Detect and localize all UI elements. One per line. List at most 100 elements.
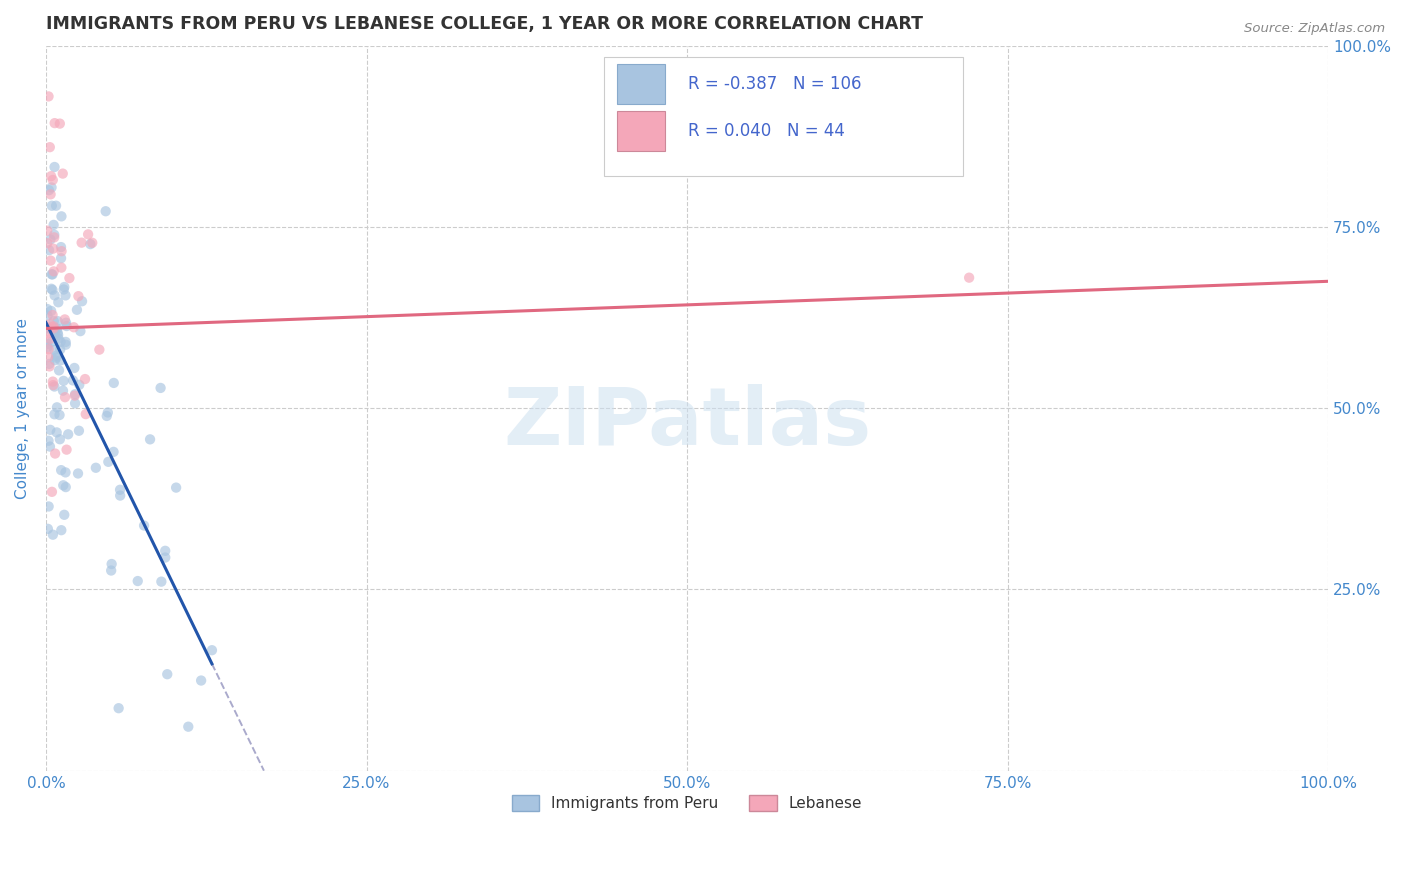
Point bbox=[39, 187, 62, 202]
Point bbox=[49, 463, 72, 477]
Point bbox=[42, 378, 65, 392]
Point bbox=[70, 235, 93, 250]
Point bbox=[55, 442, 77, 457]
Point bbox=[44, 230, 66, 244]
Point bbox=[66, 302, 89, 317]
Point bbox=[55, 337, 77, 351]
Point bbox=[44, 288, 66, 302]
Point bbox=[48, 408, 70, 422]
Point bbox=[107, 701, 129, 715]
Point bbox=[41, 180, 63, 194]
Point bbox=[44, 160, 66, 174]
Point bbox=[38, 357, 60, 371]
Point bbox=[46, 326, 69, 340]
Point bbox=[41, 267, 63, 281]
Point bbox=[63, 320, 86, 334]
Point bbox=[66, 467, 89, 481]
Point bbox=[139, 433, 162, 447]
Point bbox=[103, 376, 125, 390]
Point bbox=[84, 460, 107, 475]
Point bbox=[49, 251, 72, 265]
Point bbox=[165, 481, 187, 495]
Point bbox=[44, 407, 66, 421]
Point bbox=[150, 574, 173, 589]
Point bbox=[46, 295, 69, 310]
Point bbox=[37, 522, 59, 536]
Point bbox=[38, 500, 60, 514]
Point bbox=[103, 445, 125, 459]
Point bbox=[58, 271, 80, 285]
Point bbox=[37, 301, 59, 316]
Point bbox=[67, 424, 90, 438]
Point bbox=[46, 401, 69, 415]
Point bbox=[39, 440, 62, 454]
Point bbox=[53, 312, 76, 326]
Point bbox=[38, 183, 60, 197]
Point bbox=[52, 384, 75, 398]
Point bbox=[67, 289, 90, 303]
Point bbox=[37, 337, 59, 351]
Point bbox=[39, 320, 62, 334]
Point bbox=[155, 544, 177, 558]
Point bbox=[149, 381, 172, 395]
Point bbox=[42, 375, 65, 389]
Point bbox=[55, 316, 77, 330]
Point bbox=[55, 466, 77, 480]
Point bbox=[132, 518, 155, 533]
Point bbox=[38, 89, 60, 103]
Point bbox=[49, 353, 72, 368]
Text: IMMIGRANTS FROM PERU VS LEBANESE COLLEGE, 1 YEAR OR MORE CORRELATION CHART: IMMIGRANTS FROM PERU VS LEBANESE COLLEGE… bbox=[46, 15, 922, 33]
FancyBboxPatch shape bbox=[617, 111, 665, 151]
Point bbox=[49, 343, 72, 357]
Point bbox=[51, 244, 73, 259]
Point bbox=[39, 233, 62, 247]
Point bbox=[45, 425, 67, 440]
Point bbox=[39, 304, 62, 318]
Point bbox=[39, 322, 62, 336]
Point bbox=[63, 389, 86, 403]
Y-axis label: College, 1 year or more: College, 1 year or more bbox=[15, 318, 30, 499]
Point bbox=[52, 283, 75, 297]
Point bbox=[37, 340, 59, 354]
Point bbox=[127, 574, 149, 588]
Point bbox=[55, 288, 77, 302]
Point bbox=[52, 374, 75, 388]
Point bbox=[52, 167, 75, 181]
Text: ZIPatlas: ZIPatlas bbox=[503, 384, 872, 462]
Point bbox=[42, 319, 65, 334]
Point bbox=[42, 264, 65, 278]
Point bbox=[46, 321, 69, 335]
Point bbox=[100, 557, 122, 571]
Point bbox=[38, 332, 60, 346]
Point bbox=[957, 270, 980, 285]
Point bbox=[42, 173, 65, 187]
Point bbox=[53, 390, 76, 404]
Point bbox=[38, 359, 60, 374]
Point bbox=[155, 550, 177, 565]
Point bbox=[38, 244, 60, 258]
Point bbox=[45, 349, 67, 363]
Point bbox=[55, 334, 77, 349]
Point bbox=[156, 667, 179, 681]
Point bbox=[39, 423, 62, 437]
Point bbox=[48, 363, 70, 377]
Point bbox=[44, 227, 66, 242]
Point bbox=[49, 334, 72, 349]
Text: Source: ZipAtlas.com: Source: ZipAtlas.com bbox=[1244, 22, 1385, 36]
Point bbox=[63, 387, 86, 401]
Point bbox=[39, 169, 62, 184]
Point bbox=[44, 343, 66, 357]
FancyBboxPatch shape bbox=[603, 56, 963, 177]
Point bbox=[44, 446, 66, 460]
Point bbox=[37, 236, 59, 251]
Point bbox=[41, 268, 63, 282]
Point bbox=[51, 260, 73, 275]
Legend: Immigrants from Peru, Lebanese: Immigrants from Peru, Lebanese bbox=[506, 789, 869, 817]
Point bbox=[37, 309, 59, 323]
Point bbox=[63, 396, 86, 410]
Point bbox=[53, 508, 76, 522]
Point bbox=[97, 405, 120, 419]
Point bbox=[53, 280, 76, 294]
Point bbox=[46, 314, 69, 328]
Point bbox=[108, 489, 131, 503]
